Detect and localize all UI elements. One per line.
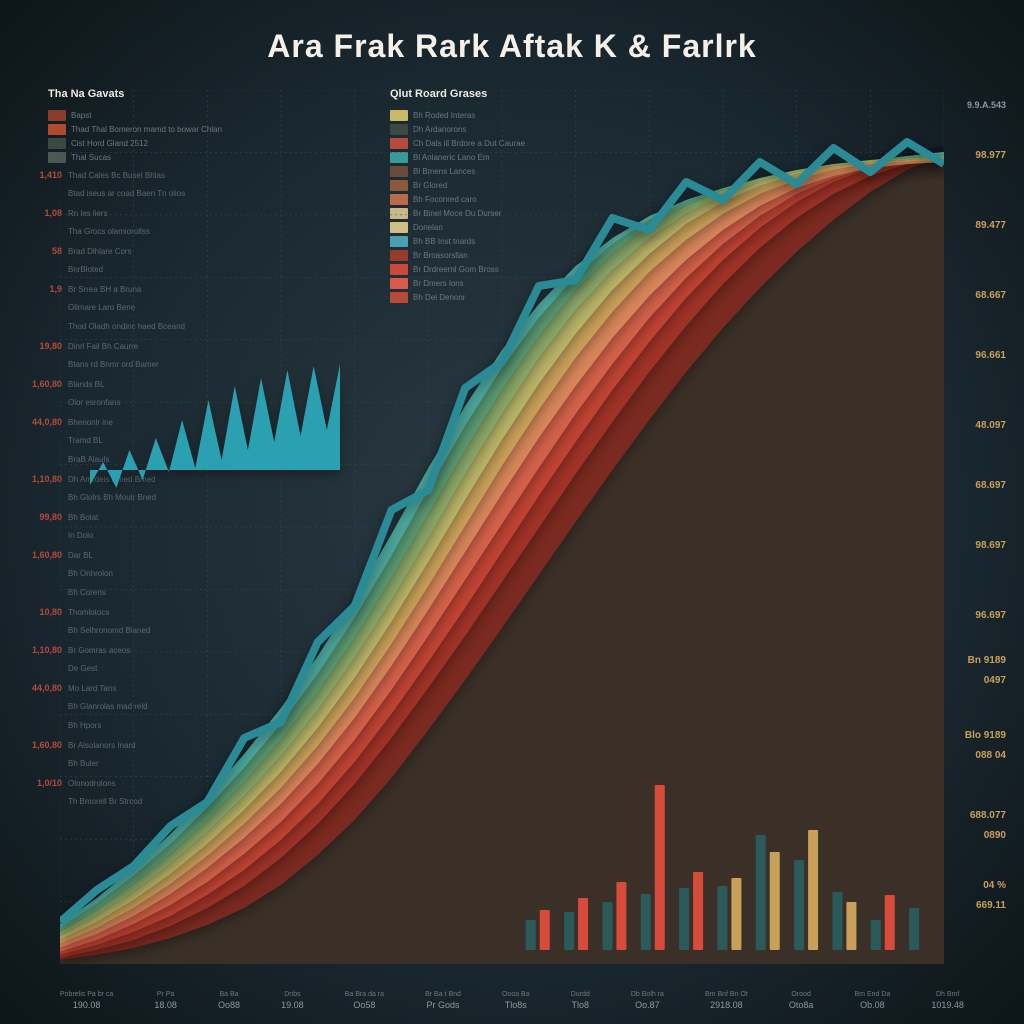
- x-tick-bottom: Ob.08: [860, 1000, 885, 1010]
- side-list-value: 1,10,80: [28, 645, 62, 655]
- right-axis-tick: 68.667: [975, 290, 1006, 301]
- side-list-value: 1,60,80: [28, 550, 62, 560]
- side-list-value: 44,0,80: [28, 417, 62, 427]
- right-axis-tick: Bn 9189: [968, 655, 1006, 666]
- x-tick-bottom: Oo58: [353, 1000, 375, 1010]
- side-list-value: 1,10,80: [28, 474, 62, 484]
- right-axis-tick: 96.661: [975, 350, 1006, 361]
- x-tick-top: Dnbs: [284, 991, 300, 998]
- bar: [540, 910, 550, 950]
- right-axis-tick: 0497: [984, 675, 1006, 686]
- x-axis-tick: Dh Bmf 1019.48: [931, 991, 964, 1010]
- bar: [717, 886, 727, 950]
- x-tick-bottom: 190.08: [73, 1000, 101, 1010]
- floating-wave: [90, 364, 340, 488]
- bar: [641, 894, 651, 950]
- right-axis-tick: 0890: [984, 830, 1006, 841]
- x-axis-tick: Dnbs 19.08: [281, 991, 304, 1010]
- x-tick-top: Db Bolh ra: [631, 991, 664, 998]
- x-axis-tick: Br Ba t Bnd Pr Gods: [425, 991, 461, 1010]
- side-list-value: 1,08: [28, 208, 62, 218]
- side-list-value: 58: [28, 246, 62, 256]
- bar: [602, 902, 612, 950]
- x-tick-bottom: Oo.87: [635, 1000, 660, 1010]
- x-axis-tick: Ba Ba Oo88: [218, 991, 240, 1010]
- bar: [693, 872, 703, 950]
- x-tick-top: Bm Bnf Bn Ot: [705, 991, 748, 998]
- x-tick-bottom: 19.08: [281, 1000, 304, 1010]
- x-tick-top: Durdd: [571, 991, 590, 998]
- x-tick-bottom: Oto8a: [789, 1000, 814, 1010]
- x-tick-bottom: 18.08: [154, 1000, 177, 1010]
- bar: [846, 902, 856, 950]
- chart-canvas: [60, 90, 944, 964]
- x-axis-tick: Bm End Da Ob.08: [855, 991, 891, 1010]
- side-list-value: 1,60,80: [28, 379, 62, 389]
- right-axis-tick: 98.697: [975, 540, 1006, 551]
- x-axis-tick: Oooa Ba Tlo8s: [502, 991, 530, 1010]
- x-axis-tick: Pobrelis Pa br ca 190.08: [60, 991, 113, 1010]
- bar: [616, 882, 626, 950]
- bar: [756, 835, 766, 950]
- right-axis-header: 9.9.A.543: [967, 100, 1006, 110]
- side-list-value: 99,80: [28, 512, 62, 522]
- x-tick-bottom: 1019.48: [931, 1000, 964, 1010]
- x-axis: Pobrelis Pa br ca 190.08 Pr Pa 18.08 Ba Ba Oo…: [60, 991, 964, 1010]
- x-tick-top: Dh Bmf: [936, 991, 959, 998]
- bar: [871, 920, 881, 950]
- side-list-value: 1,9: [28, 284, 62, 294]
- bar: [731, 878, 741, 950]
- x-axis-tick: Ba Bra da ra Oo58: [345, 991, 384, 1010]
- right-axis-tick: 89.477: [975, 220, 1006, 231]
- x-axis-tick: Db Bolh ra Oo.87: [631, 991, 664, 1010]
- side-list-value: 1,0/10: [28, 778, 62, 788]
- bar: [808, 830, 818, 950]
- right-axis-tick: Blo 9189: [965, 730, 1006, 741]
- x-axis-tick: Durdd Tlo8: [571, 991, 590, 1010]
- x-axis-tick: Bm Bnf Bn Ot 2918.08: [705, 991, 748, 1010]
- x-tick-bottom: Pr Gods: [427, 1000, 460, 1010]
- x-tick-bottom: Tlo8: [571, 1000, 589, 1010]
- right-axis-tick: 98.977: [975, 150, 1006, 161]
- x-tick-top: Ba Bra da ra: [345, 991, 384, 998]
- bar: [564, 912, 574, 950]
- bar: [770, 852, 780, 950]
- side-list-value: 1,60,80: [28, 740, 62, 750]
- side-list-value: 44,0,80: [28, 683, 62, 693]
- x-tick-top: Br Ba t Bnd: [425, 991, 461, 998]
- bar: [909, 908, 919, 950]
- x-tick-bottom: 2918.08: [710, 1000, 743, 1010]
- x-axis-tick: Orood Oto8a: [789, 991, 814, 1010]
- x-tick-top: Pobrelis Pa br ca: [60, 991, 113, 998]
- bar: [794, 860, 804, 950]
- x-tick-bottom: Oo88: [218, 1000, 240, 1010]
- x-tick-top: Ba Ba: [219, 991, 238, 998]
- bar: [679, 888, 689, 950]
- right-axis-tick: 669.11: [976, 900, 1006, 911]
- x-tick-bottom: Tlo8s: [505, 1000, 527, 1010]
- chart-title: Ara Frak Rark Aftak K & Farlrk: [0, 28, 1024, 65]
- right-axis-tick: 688.077: [970, 810, 1006, 821]
- x-tick-top: Pr Pa: [157, 991, 175, 998]
- x-tick-top: Bm End Da: [855, 991, 891, 998]
- side-list-value: 19,80: [28, 341, 62, 351]
- right-axis-tick: 088 04: [975, 750, 1006, 761]
- bar: [832, 892, 842, 950]
- x-tick-top: Orood: [791, 991, 810, 998]
- bar: [526, 920, 536, 950]
- right-axis-tick: 68.697: [975, 480, 1006, 491]
- right-axis-tick: 48.097: [975, 420, 1006, 431]
- right-axis-tick: 96.697: [975, 610, 1006, 621]
- right-axis-tick: 04 %: [983, 880, 1006, 891]
- bar: [578, 898, 588, 950]
- x-tick-top: Oooa Ba: [502, 991, 530, 998]
- side-list-value: 10,80: [28, 607, 62, 617]
- bar: [885, 895, 895, 950]
- bar: [655, 785, 665, 950]
- side-list-value: 1,410: [28, 170, 62, 180]
- x-axis-tick: Pr Pa 18.08: [154, 991, 177, 1010]
